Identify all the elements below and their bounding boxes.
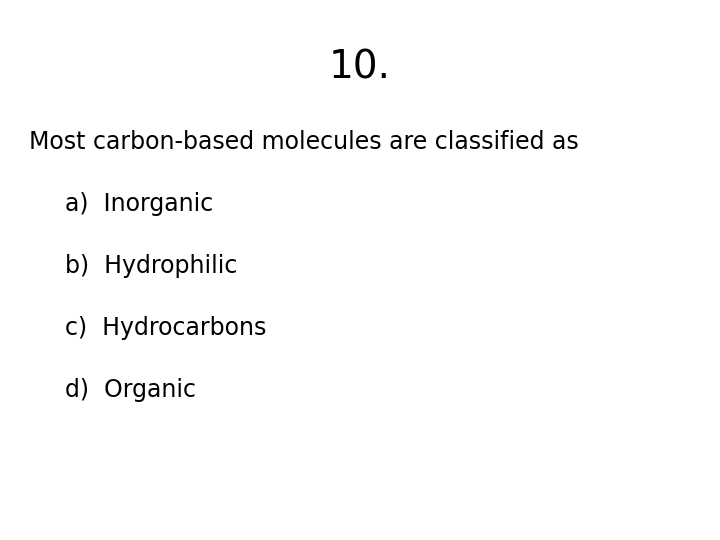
- Text: Most carbon-based molecules are classified as: Most carbon-based molecules are classifi…: [29, 130, 579, 153]
- Text: c)  Hydrocarbons: c) Hydrocarbons: [65, 316, 266, 340]
- Text: b)  Hydrophilic: b) Hydrophilic: [65, 254, 237, 278]
- Text: a)  Inorganic: a) Inorganic: [65, 192, 213, 215]
- Text: 10.: 10.: [329, 49, 391, 86]
- Text: d)  Organic: d) Organic: [65, 378, 196, 402]
